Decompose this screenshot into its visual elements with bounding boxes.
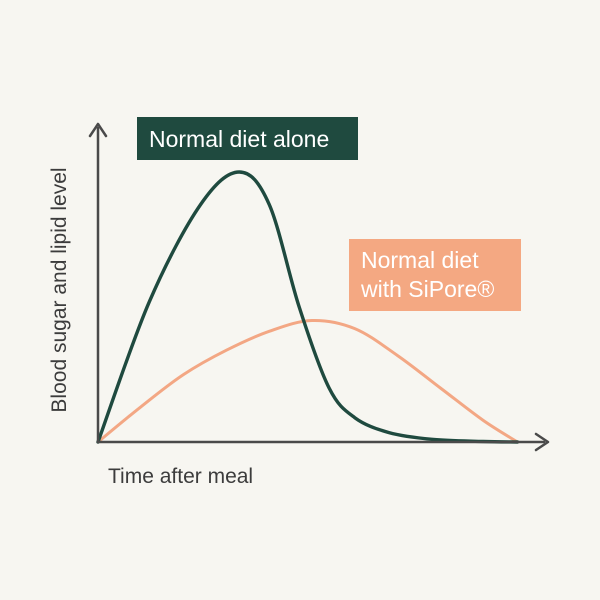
legend-box-1 — [349, 239, 521, 311]
plot-lines — [96, 170, 520, 444]
x-axis-arrow-icon — [534, 432, 550, 452]
legend-box-0 — [137, 117, 358, 160]
x-axis-title: Time after meal — [108, 465, 253, 488]
legend-label-0-line-0: Normal diet alone — [149, 126, 329, 152]
axes — [88, 122, 550, 452]
legend-label-1-line-0: Normal diet — [361, 247, 479, 273]
series-line-0 — [96, 170, 520, 444]
series-line-1 — [96, 318, 519, 444]
legend-labels: Normal diet alone Normal diet with SiPore® — [137, 117, 521, 311]
y-axis-arrow-icon — [88, 122, 108, 138]
y-axis-title: Blood sugar and lipid level — [48, 167, 71, 412]
legend-label-1-line-1: with SiPore® — [360, 276, 494, 302]
